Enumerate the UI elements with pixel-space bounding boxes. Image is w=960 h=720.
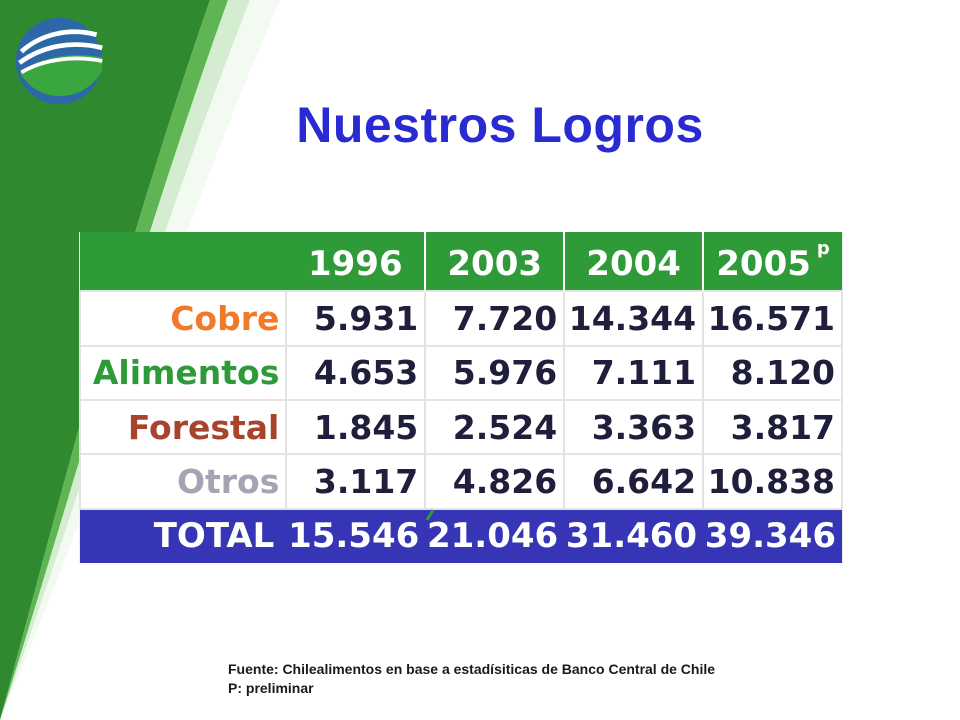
table-cell: 4.653 [285, 344, 427, 402]
table-row: Alimentos 4.653 5.976 7.111 8.120 [78, 344, 843, 402]
row-label-alimentos: Alimentos [78, 344, 288, 402]
table-cell: 3.817 [702, 398, 843, 456]
table-cell: 1.845 [285, 398, 427, 456]
total-cell: 15.546 [288, 516, 420, 557]
row-label-otros: Otros [78, 453, 288, 510]
row-label-forestal: Forestal [78, 398, 288, 456]
header-cell-empty [80, 232, 286, 291]
header-cell-1996: 1996 [286, 232, 427, 292]
table-row: Otros 3.117 4.826 6.642 10.838 [78, 453, 843, 510]
header-cell-2005: 2005 p [716, 238, 830, 285]
table-total-row: TOTAL 15.546 21.046 31.460 39.346 [80, 508, 842, 563]
table-cell: 5.931 [285, 290, 427, 347]
table-cell: 4.826 [424, 453, 566, 510]
table-cell: 7.111 [563, 344, 705, 402]
slide-title: Nuestros Logros [296, 97, 704, 153]
table-cell: 6.642 [563, 453, 705, 510]
header-cell-2003: 2003 [425, 232, 566, 292]
table-header-row: 1996 2003 2004 2005 p [80, 232, 842, 292]
table-cell: 2.524 [424, 398, 566, 456]
footnote-preliminary: P: preliminar [228, 680, 314, 696]
table-cell: 16.571 [702, 290, 843, 347]
green-tick-mark-icon [425, 509, 435, 520]
table-cell: 14.344 [563, 290, 705, 347]
table-cell: 5.976 [424, 344, 566, 402]
total-label: TOTAL [153, 516, 275, 557]
table-row: Cobre 5.931 7.720 14.344 16.571 [78, 290, 843, 347]
table-cell: 7.720 [424, 290, 566, 347]
table-cell: 3.117 [285, 453, 427, 510]
source-footnote: Fuente: Chilealimentos en base a estadís… [228, 660, 715, 698]
total-cell: 31.460 [565, 516, 698, 557]
table-cell: 8.120 [702, 344, 843, 402]
table-row: Forestal 1.845 2.524 3.363 3.817 [78, 398, 843, 456]
table-cell: 3.363 [563, 398, 705, 456]
preliminary-marker: p [816, 238, 830, 260]
total-cell: 39.346 [704, 516, 836, 557]
header-cell-2004: 2004 [564, 232, 705, 292]
table-cell: 10.838 [702, 453, 843, 510]
exports-table-container: 1996 2003 2004 2005 p Cobre 5.931 7.720 1… [78, 232, 843, 563]
row-label-cobre: Cobre [78, 290, 288, 347]
total-cell: 21.046 [426, 516, 559, 557]
footnote-source: Fuente: Chilealimentos en base a estadís… [228, 661, 716, 677]
exports-table: 1996 2003 2004 2005 p Cobre 5.931 7.720 1… [78, 232, 843, 563]
company-logo-icon [15, 17, 103, 105]
